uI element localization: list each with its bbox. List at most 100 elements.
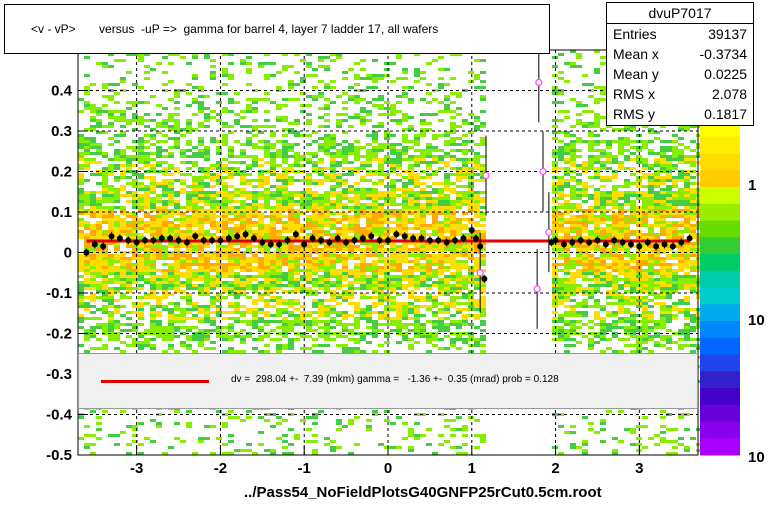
- heatmap-cell: [438, 56, 444, 59]
- heatmap-cell: [294, 248, 300, 251]
- heatmap-cell: [156, 221, 162, 224]
- heatmap-cell: [192, 275, 198, 278]
- heatmap-cell: [588, 215, 594, 218]
- heatmap-cell: [390, 182, 396, 185]
- heatmap-cell: [372, 209, 378, 212]
- heatmap-cell: [372, 272, 378, 275]
- heatmap-cell: [162, 218, 168, 221]
- heatmap-cell: [432, 344, 438, 347]
- heatmap-cell: [402, 302, 408, 305]
- heatmap-cell: [168, 287, 174, 290]
- heatmap-cell: [378, 269, 384, 272]
- heatmap-cell: [420, 434, 426, 437]
- heatmap-cell: [390, 269, 396, 272]
- heatmap-cell: [408, 323, 414, 326]
- heatmap-cell: [234, 293, 240, 296]
- heatmap-cell: [168, 116, 174, 119]
- heatmap-cell: [456, 149, 462, 152]
- heatmap-cell: [336, 173, 342, 176]
- heatmap-cell: [438, 329, 444, 332]
- heatmap-cell: [78, 188, 84, 191]
- heatmap-cell: [258, 335, 264, 338]
- heatmap-cell: [210, 191, 216, 194]
- heatmap-cell: [384, 305, 390, 308]
- heatmap-cell: [576, 254, 582, 257]
- heatmap-cell: [474, 221, 480, 224]
- heatmap-cell: [246, 155, 252, 158]
- heatmap-cell: [402, 326, 408, 329]
- heatmap-cell: [132, 146, 138, 149]
- heatmap-cell: [234, 224, 240, 227]
- heatmap-cell: [228, 440, 234, 443]
- heatmap-cell: [90, 230, 96, 233]
- heatmap-cell: [204, 320, 210, 323]
- heatmap-cell: [420, 218, 426, 221]
- heatmap-cell: [108, 221, 114, 224]
- heatmap-cell: [120, 110, 126, 113]
- heatmap-cell: [156, 296, 162, 299]
- heatmap-cell: [330, 221, 336, 224]
- heatmap-cell: [336, 113, 342, 116]
- heatmap-cell: [282, 446, 288, 449]
- heatmap-cell: [126, 146, 132, 149]
- heatmap-cell: [120, 275, 126, 278]
- heatmap-cell: [342, 203, 348, 206]
- heatmap-cell: [594, 122, 600, 125]
- heatmap-cell: [216, 305, 222, 308]
- heatmap-cell: [168, 128, 174, 131]
- heatmap-cell: [342, 140, 348, 143]
- heatmap-cell: [84, 350, 90, 353]
- heatmap-cell: [132, 278, 138, 281]
- heatmap-cell: [426, 284, 432, 287]
- heatmap-cell: [114, 287, 120, 290]
- heatmap-cell: [282, 200, 288, 203]
- heatmap-cell: [222, 245, 228, 248]
- heatmap-cell: [312, 194, 318, 197]
- heatmap-cell: [186, 203, 192, 206]
- heatmap-cell: [318, 116, 324, 119]
- heatmap-cell: [348, 248, 354, 251]
- heatmap-cell: [96, 203, 102, 206]
- heatmap-cell: [264, 344, 270, 347]
- heatmap-cell: [360, 257, 366, 260]
- heatmap-cell: [330, 227, 336, 230]
- heatmap-cell: [366, 287, 372, 290]
- heatmap-cell: [210, 320, 216, 323]
- heatmap-cell: [594, 125, 600, 128]
- heatmap-cell: [594, 221, 600, 224]
- heatmap-cell: [162, 122, 168, 125]
- heatmap-cell: [120, 59, 126, 62]
- heatmap-cell: [318, 149, 324, 152]
- heatmap-cell: [390, 80, 396, 83]
- heatmap-cell: [150, 263, 156, 266]
- heatmap-cell: [330, 137, 336, 140]
- heatmap-cell: [258, 185, 264, 188]
- heatmap-cell: [324, 125, 330, 128]
- heatmap-cell: [258, 257, 264, 260]
- heatmap-cell: [588, 296, 594, 299]
- heatmap-cell: [180, 260, 186, 263]
- heatmap-cell: [204, 233, 210, 236]
- heatmap-cell: [450, 191, 456, 194]
- heatmap-cell: [138, 296, 144, 299]
- heatmap-cell: [576, 179, 582, 182]
- heatmap-cell: [204, 311, 210, 314]
- heatmap-cell: [294, 281, 300, 284]
- heatmap-cell: [78, 167, 84, 170]
- heatmap-cell: [270, 449, 276, 452]
- heatmap-cell: [432, 182, 438, 185]
- heatmap-cell: [336, 212, 342, 215]
- heatmap-cell: [558, 299, 564, 302]
- heatmap-cell: [186, 311, 192, 314]
- heatmap-cell: [78, 209, 84, 212]
- heatmap-cell: [594, 281, 600, 284]
- heatmap-cell: [132, 203, 138, 206]
- heatmap-cell: [300, 164, 306, 167]
- heatmap-cell: [402, 206, 408, 209]
- heatmap-cell: [78, 281, 84, 284]
- heatmap-cell: [348, 227, 354, 230]
- heatmap-cell: [240, 143, 246, 146]
- heatmap-cell: [348, 206, 354, 209]
- heatmap-cell: [306, 275, 312, 278]
- heatmap-cell: [456, 224, 462, 227]
